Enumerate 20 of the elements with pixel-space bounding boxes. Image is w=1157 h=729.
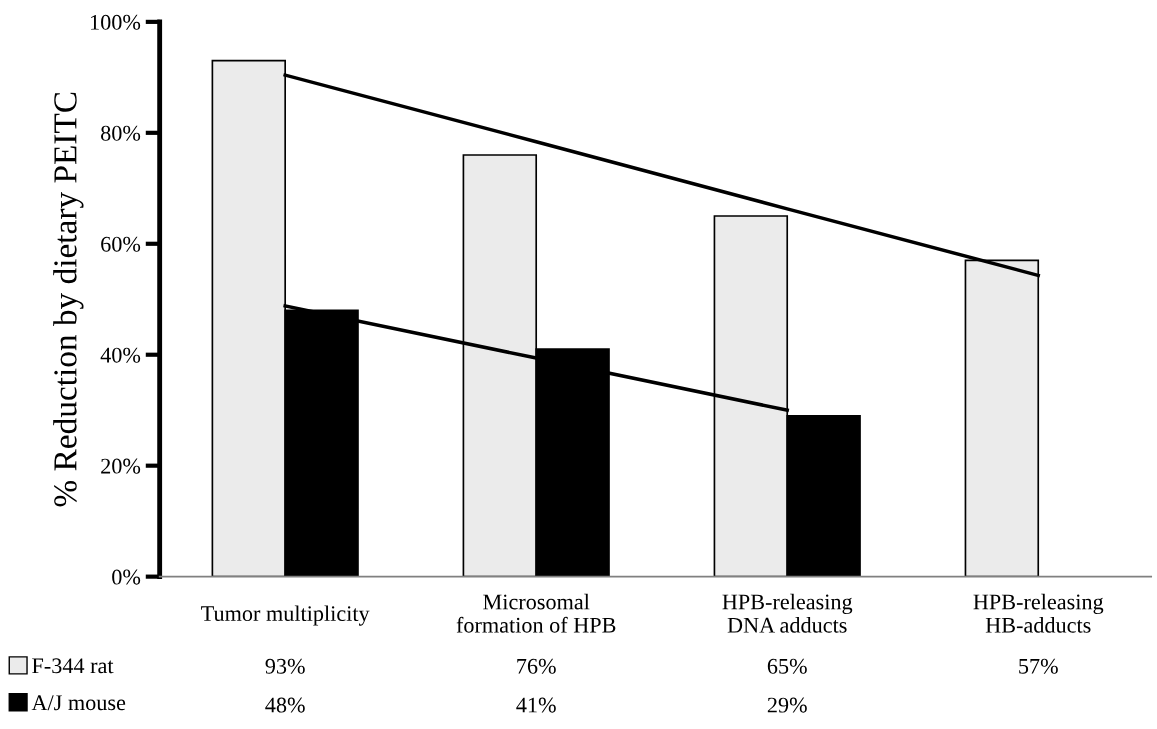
- data-label: 48%: [265, 697, 305, 713]
- data-label: 93%: [265, 658, 305, 674]
- y-tick-label: 20%: [101, 458, 141, 474]
- data-label: 29%: [767, 697, 807, 713]
- data-label: 57%: [1019, 658, 1058, 674]
- x-tick-label: HPB-releasing DNA adducts: [722, 593, 853, 633]
- data-label: 41%: [516, 697, 556, 713]
- data-label: 65%: [767, 658, 807, 674]
- y-tick-label: 80%: [101, 125, 141, 141]
- y-tick-label: 60%: [101, 236, 141, 252]
- y-tick-label: 0%: [112, 569, 141, 585]
- x-tick-label: HPB-releasing HB-adducts: [973, 593, 1104, 633]
- data-label: 76%: [517, 658, 556, 674]
- legend-label: F-344 rat: [32, 658, 114, 674]
- y-axis-title: % Reduction by dietary PEITC: [53, 92, 84, 507]
- y-tick-label: 100%: [91, 14, 141, 30]
- x-tick-label: Tumor multiplicity: [201, 605, 370, 626]
- x-tick-label: Microsomal formation of HPB: [456, 593, 616, 633]
- legend-label: A/J mouse: [31, 695, 126, 711]
- y-tick-label: 40%: [100, 347, 141, 363]
